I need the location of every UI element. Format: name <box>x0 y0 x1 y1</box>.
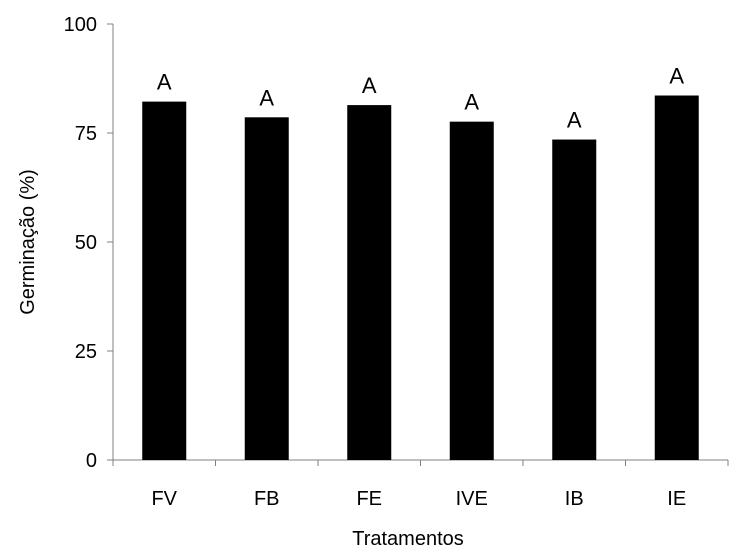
x-tick-label: IE <box>667 488 686 510</box>
bar-data-label: A <box>259 85 274 110</box>
y-tick-label: 50 <box>75 232 97 254</box>
y-tick-label: 25 <box>75 341 97 363</box>
bar <box>449 121 494 460</box>
bar <box>142 101 187 460</box>
x-tick-label: IVE <box>456 488 488 510</box>
bar-data-label: A <box>464 90 479 115</box>
bars <box>142 95 699 461</box>
x-tick-label: IB <box>565 488 584 510</box>
bar <box>347 105 392 460</box>
x-tick-label: FB <box>254 488 280 510</box>
x-axis-title: Tratamentos <box>352 528 464 550</box>
y-axis: 0 25 50 75 100 <box>64 14 114 472</box>
bar-data-label: A <box>567 108 582 133</box>
y-tick-label: 0 <box>86 450 97 472</box>
x-tick-label: FV <box>151 488 177 510</box>
bar <box>654 95 699 460</box>
bar-data-label: A <box>669 64 684 89</box>
x-tick-label: FE <box>356 488 382 510</box>
y-tick-label: 75 <box>75 123 97 145</box>
x-axis: FV FB FE IVE IB IE <box>112 459 729 510</box>
y-axis-title: Germinação (%) <box>17 169 39 315</box>
bar-labels: A A A A A A <box>157 64 685 133</box>
y-tick-label: 100 <box>64 14 97 36</box>
bar <box>552 139 597 461</box>
bar-data-label: A <box>157 70 172 95</box>
bar <box>244 117 289 460</box>
bar-data-label: A <box>362 73 377 98</box>
